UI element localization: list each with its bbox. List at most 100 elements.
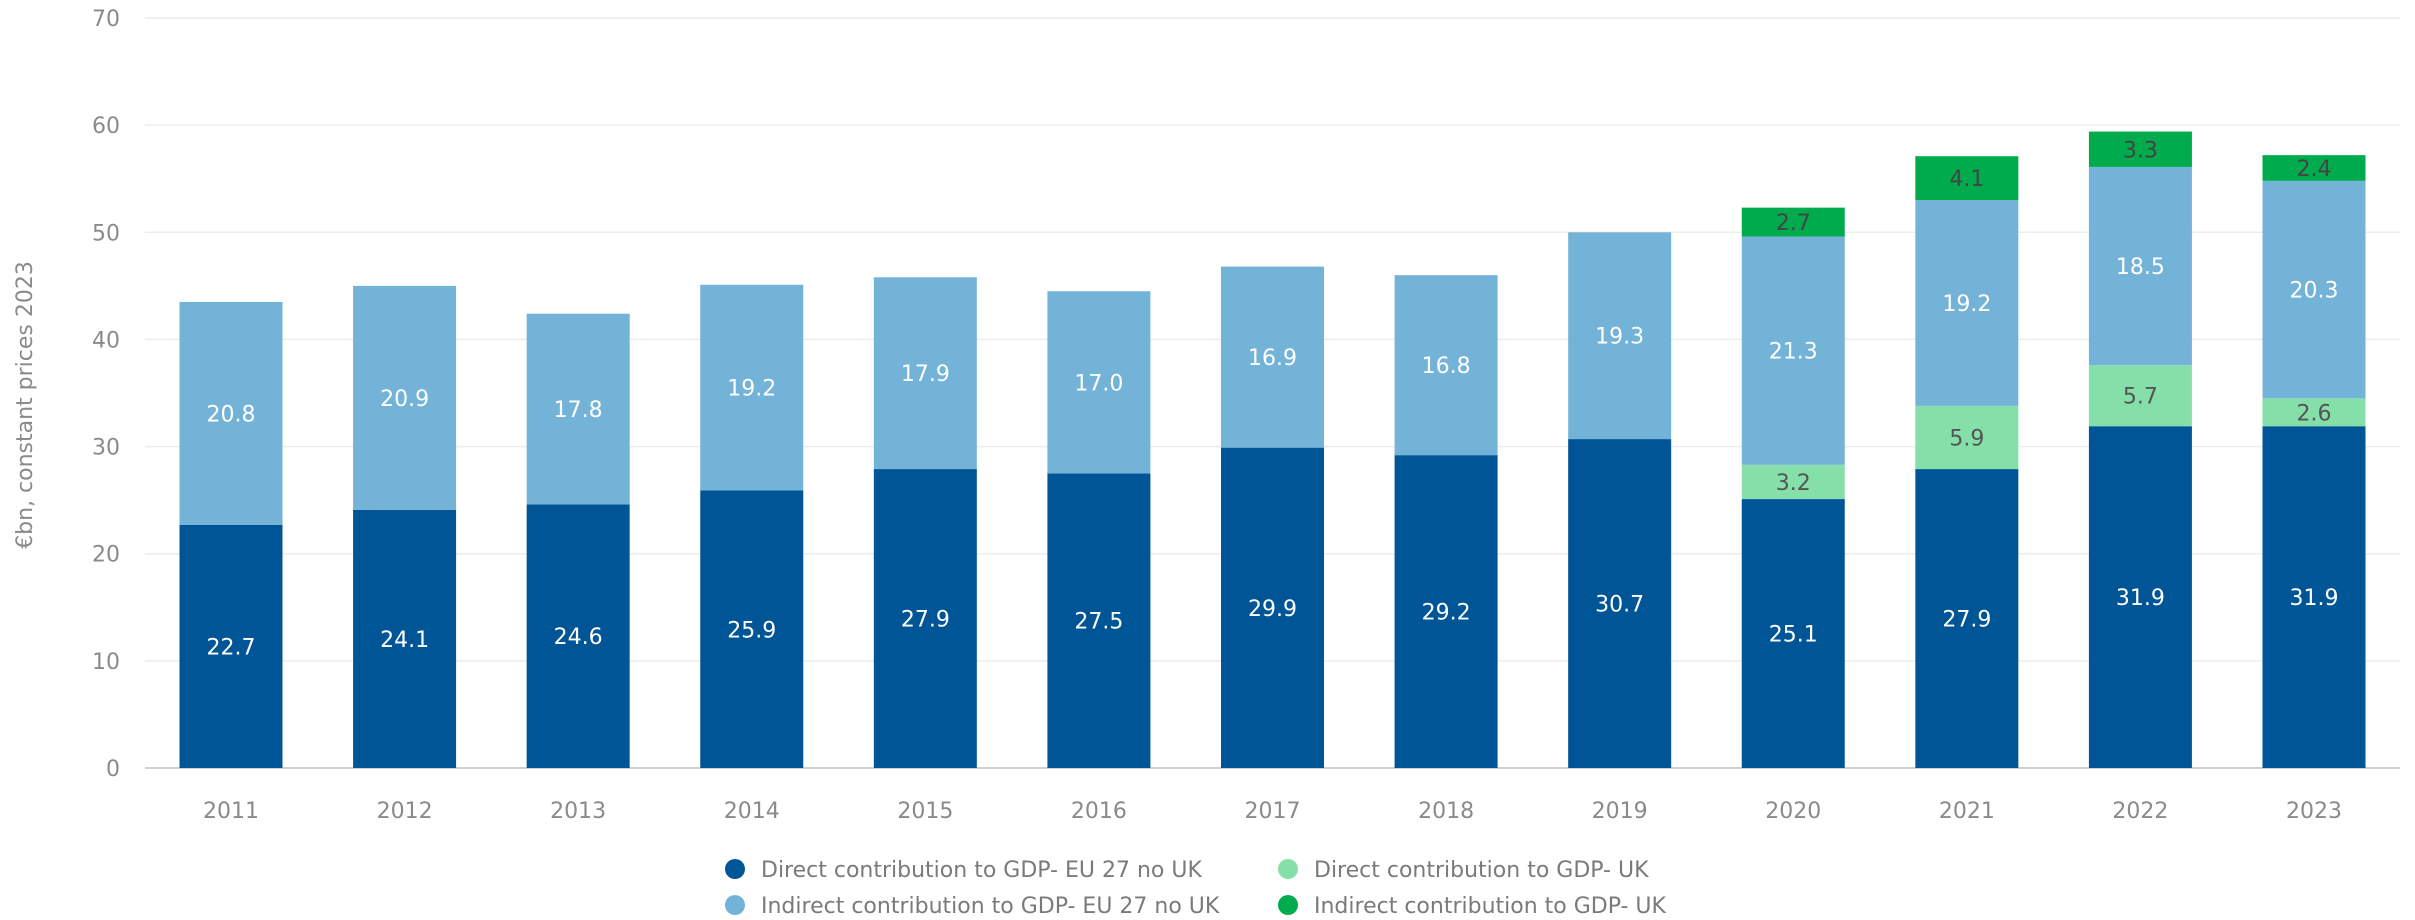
x-tick-label: 2020 xyxy=(1765,799,1821,824)
x-tick-label: 2019 xyxy=(1592,799,1648,824)
data-label: 5.7 xyxy=(2123,385,2158,410)
data-label: 19.2 xyxy=(727,377,776,402)
bar-segment xyxy=(526,313,630,505)
x-axis-ticks: 2011 2012 2013 2014 2015 2016 2017 2018 2019 2020… xyxy=(203,799,2342,824)
legend-marker xyxy=(1278,895,1298,915)
bar-segment xyxy=(526,504,630,768)
data-label: 20.8 xyxy=(207,402,256,427)
bar-segment xyxy=(873,469,977,768)
data-label: 19.2 xyxy=(1942,292,1991,317)
data-label: 16.8 xyxy=(1422,354,1471,379)
y-tick-label: 40 xyxy=(92,328,120,353)
data-label: 25.1 xyxy=(1769,623,1818,648)
bar-segment xyxy=(1568,232,1672,440)
data-label: 27.5 xyxy=(1074,610,1123,635)
bar-segment xyxy=(873,277,977,470)
bar-segment xyxy=(2088,131,2192,167)
data-label: 17.8 xyxy=(554,398,603,423)
data-label: 5.9 xyxy=(1949,426,1984,451)
bar-group-2018: 29.2 16.8 xyxy=(1394,275,1498,768)
x-tick-label: 2023 xyxy=(2286,799,2342,824)
legend-marker xyxy=(1278,859,1298,879)
bar-group-2022: 31.9 5.7 18.5 3.3 xyxy=(2088,131,2192,768)
bar-segment xyxy=(1394,275,1498,456)
data-label: 24.1 xyxy=(380,628,429,653)
data-label: 27.9 xyxy=(901,608,950,633)
data-label: 2.4 xyxy=(2297,157,2332,182)
bar-segment xyxy=(1741,499,1845,768)
bar-group-2012: 24.1 20.9 xyxy=(353,285,457,768)
x-tick-label: 2021 xyxy=(1939,799,1995,824)
data-label: 29.9 xyxy=(1248,597,1297,622)
bar-segment xyxy=(1915,469,2019,768)
y-tick-label: 30 xyxy=(92,436,120,461)
data-label: 3.2 xyxy=(1776,471,1811,496)
bar-segment xyxy=(1047,473,1151,768)
data-label: 30.7 xyxy=(1595,593,1644,618)
bar-segment xyxy=(1394,455,1498,768)
x-tick-label: 2022 xyxy=(2112,799,2168,824)
bars: 22.7 20.8 24.1 20.9 24.6 17.8 25.9 19.2 27.9 17.9… xyxy=(179,131,2366,768)
bar-group-2015: 27.9 17.9 xyxy=(873,277,977,768)
bar-group-2014: 25.9 19.2 xyxy=(700,284,804,768)
y-tick-label: 60 xyxy=(92,114,120,139)
bar-segment xyxy=(1915,156,2019,201)
bar-group-2011: 22.7 20.8 xyxy=(179,301,283,768)
x-tick-label: 2014 xyxy=(724,799,780,824)
y-axis-ticks: 0 10 20 30 40 50 60 70 xyxy=(92,7,120,782)
data-label: 16.9 xyxy=(1248,346,1297,371)
data-label: 21.3 xyxy=(1769,340,1818,365)
data-label: 3.3 xyxy=(2123,138,2158,163)
bar-segment xyxy=(700,284,804,491)
data-label: 25.9 xyxy=(727,618,776,643)
bar-segment xyxy=(353,509,457,768)
legend-label: Direct contribution to GDP- EU 27 no UK xyxy=(761,858,1202,883)
legend-item: Direct contribution to GDP- EU 27 no UK xyxy=(725,858,1202,883)
bar-segment xyxy=(179,524,283,768)
legend-item: Indirect contribution to GDP- EU 27 no U… xyxy=(725,894,1220,919)
bar-segment xyxy=(2088,426,2192,768)
bar-segment xyxy=(2262,398,2366,427)
bar-group-2019: 30.7 19.3 xyxy=(1568,232,1672,768)
data-label: 24.6 xyxy=(554,625,603,650)
data-label: 31.9 xyxy=(2290,586,2339,611)
data-label: 20.3 xyxy=(2290,279,2339,304)
x-tick-label: 2012 xyxy=(377,799,433,824)
bar-segment xyxy=(2088,365,2192,427)
y-tick-label: 70 xyxy=(92,7,120,32)
y-axis-label: €bn, constant prices 2023 xyxy=(13,261,38,549)
legend-marker xyxy=(725,859,745,879)
bar-segment xyxy=(1741,207,1845,237)
bar-segment xyxy=(2262,155,2366,181)
data-label: 4.1 xyxy=(1949,167,1984,192)
data-label: 29.2 xyxy=(1422,601,1471,626)
data-label: 2.6 xyxy=(2297,401,2332,426)
data-label: 17.0 xyxy=(1074,371,1123,396)
data-label: 22.7 xyxy=(207,635,256,660)
x-tick-label: 2015 xyxy=(897,799,953,824)
legend-label: Indirect contribution to GDP- EU 27 no U… xyxy=(761,894,1220,919)
bar-segment xyxy=(179,301,283,525)
bar-group-2016: 27.5 17.0 xyxy=(1047,291,1151,768)
y-tick-label: 0 xyxy=(106,757,120,782)
x-tick-label: 2017 xyxy=(1245,799,1301,824)
y-tick-label: 20 xyxy=(92,543,120,568)
bar-segment xyxy=(1221,447,1324,768)
data-label: 19.3 xyxy=(1595,325,1644,350)
legend: Direct contribution to GDP- EU 27 no UK D… xyxy=(725,858,1667,919)
x-tick-label: 2013 xyxy=(550,799,606,824)
legend-item: Indirect contribution to GDP- UK xyxy=(1278,894,1667,919)
bar-segment xyxy=(1047,291,1151,474)
data-label: 20.9 xyxy=(380,387,429,412)
bar-segment xyxy=(2262,426,2366,768)
data-label: 31.9 xyxy=(2116,586,2165,611)
bar-group-2020: 25.1 3.2 21.3 2.7 xyxy=(1741,207,1845,768)
data-label: 2.7 xyxy=(1776,211,1811,236)
data-label: 17.9 xyxy=(901,362,950,387)
legend-label: Indirect contribution to GDP- UK xyxy=(1314,894,1667,919)
x-tick-label: 2018 xyxy=(1418,799,1474,824)
bar-segment xyxy=(1741,464,1845,500)
bar-group-2021: 27.9 5.9 19.2 4.1 xyxy=(1915,156,2019,768)
